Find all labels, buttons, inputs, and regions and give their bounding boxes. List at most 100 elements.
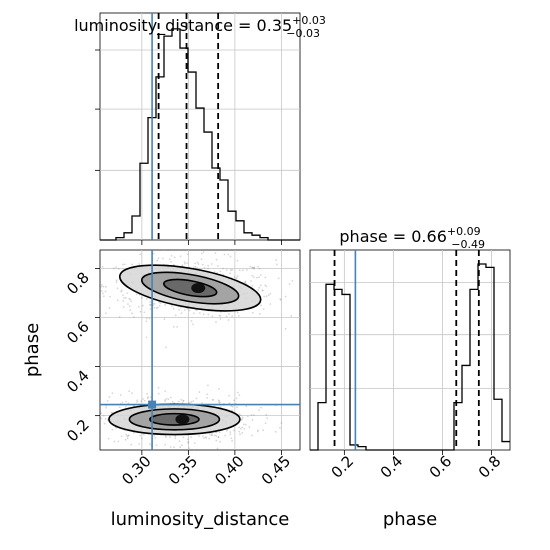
scatter-point [109,295,111,298]
scatter-point [229,269,232,272]
scatter-point [241,269,244,272]
scatter-point [142,433,145,436]
scatter-point [164,399,167,401]
scatter-point [207,267,209,270]
scatter-point [164,400,166,403]
scatter-point [264,422,267,425]
scatter-point [106,400,109,402]
x-axis-label-luminosity-distance: luminosity_distance [111,509,290,530]
panel-luminosity-distance-hist [99,12,301,241]
scatter-point [216,447,219,450]
scatter-point [146,392,149,395]
scatter-point [193,442,196,444]
scatter-point [149,303,152,306]
density-peak-mode-0 [191,283,206,294]
scatter-point [155,307,158,309]
scatter-point [127,303,129,306]
scatter-point [158,304,161,307]
scatter-point [117,440,120,443]
scatter-point [195,309,198,312]
scatter-point [236,406,239,409]
scatter-point [147,396,149,398]
x-axis-label-phase: phase [383,509,437,530]
scatter-point [291,280,294,282]
scatter-point [108,307,111,309]
scatter-point [206,393,208,396]
scatter-point [122,263,124,266]
scatter-point [249,265,252,268]
scatter-point [179,255,182,258]
scatter-point [219,318,222,320]
scatter-point [101,292,104,295]
scatter-point [262,308,265,310]
scatter-point [241,426,244,429]
scatter-point [142,398,144,400]
scatter-point [148,317,151,320]
scatter-point [222,267,225,270]
scatter-point [172,307,175,310]
scatter-point [104,290,107,293]
scatter-point [143,399,146,402]
scatter-point [141,304,144,307]
tick-label-phase-x-1: 0.4 [377,452,407,482]
scatter-point [215,431,218,434]
scatter-point [208,437,211,440]
tick-label-phase-y-0: 0.2 [63,416,93,446]
scatter-point [193,448,195,451]
scatter-point [111,392,114,395]
scatter-point [183,261,186,263]
scatter-point [236,391,239,394]
scatter-point [235,276,238,279]
scatter-point [137,305,140,308]
scatter-point [200,252,203,255]
scatter-point [125,433,128,436]
tick-label-phase-x-2: 0.6 [426,452,456,482]
scatter-point [213,434,216,437]
scatter-point [124,405,127,408]
scatter-point [256,276,258,279]
scatter-point [192,323,194,326]
scatter-point [195,397,198,400]
scatter-point [101,266,104,268]
scatter-point [260,406,262,409]
scatter-point [118,406,121,409]
scatter-point [129,298,132,301]
scatter-point [162,257,164,260]
scatter-point [149,304,152,306]
scatter-point [132,316,135,318]
scatter-point [198,312,201,314]
scatter-point [231,268,234,271]
scatter-point [228,313,230,315]
scatter-point [164,304,166,306]
scatter-point [100,417,103,420]
scatter-point [251,267,254,269]
scatter-point [207,313,210,316]
scatter-point [111,428,114,431]
scatter-point [217,399,220,402]
scatter-point [258,276,260,279]
scatter-point [218,402,221,404]
scatter-point [122,294,124,297]
scatter-point [264,276,267,279]
scatter-point [116,299,119,302]
scatter-point [203,437,206,439]
scatter-point [250,414,253,416]
scatter-point [148,442,151,445]
tick-label-phase-y-3: 0.8 [63,269,93,299]
scatter-point [261,289,264,292]
scatter-point [127,402,130,405]
scatter-point [105,312,107,315]
scatter-point [153,448,155,451]
scatter-point [253,266,256,269]
scatter-point [219,270,222,273]
scatter-point [105,406,107,409]
scatter-point [244,281,247,284]
scatter-point [215,439,218,442]
scatter-point [223,253,226,256]
scatter-point [246,415,249,418]
scatter-point [225,429,228,432]
tick-label-phase-x-0: 0.2 [328,452,358,482]
scatter-point [157,392,160,395]
scatter-point [207,384,209,387]
scatter-point [154,437,157,439]
